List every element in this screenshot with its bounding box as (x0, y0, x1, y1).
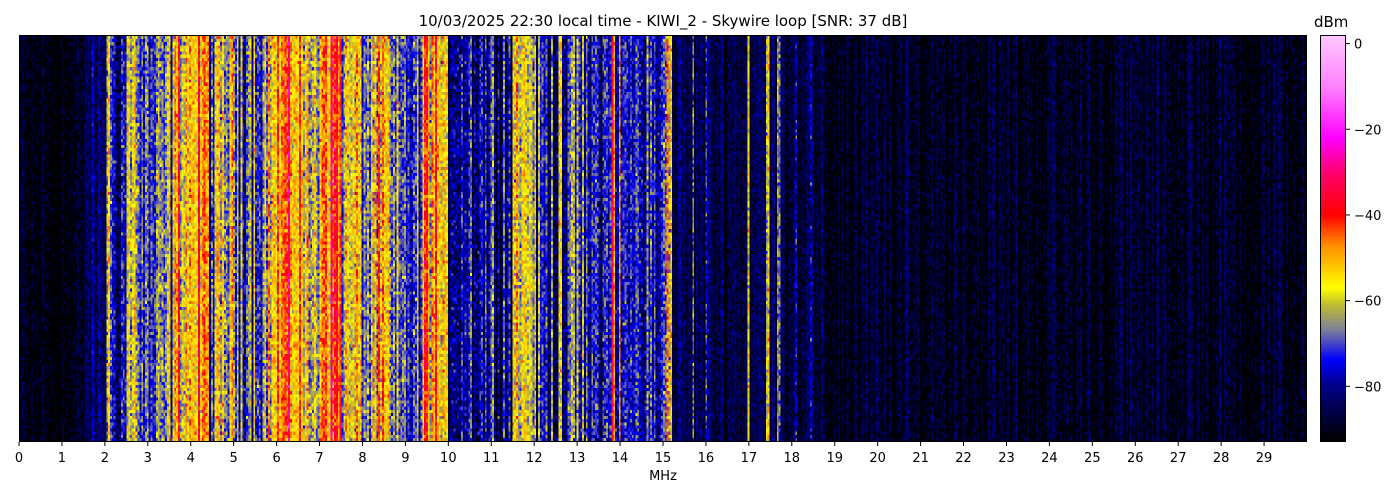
x-tick-label: 17 (741, 451, 758, 466)
x-tick-label: 1 (58, 451, 66, 466)
x-tick-label: 8 (358, 451, 366, 466)
x-tick-label: 10 (440, 451, 457, 466)
colorbar-tick-label: −80 (1354, 380, 1381, 395)
x-tick-label: 11 (483, 451, 500, 466)
colorbar-label: dBm (1314, 13, 1349, 31)
x-tick-label: 16 (698, 451, 715, 466)
x-tick-label: 15 (655, 451, 672, 466)
x-tick-label: 22 (955, 451, 972, 466)
x-tick-label: 3 (144, 451, 152, 466)
x-tick-label: 25 (1084, 451, 1101, 466)
x-tick-label: 9 (401, 451, 409, 466)
x-tick-label: 12 (526, 451, 543, 466)
x-axis-label: MHz (649, 469, 677, 484)
colorbar-tick-label: −60 (1354, 295, 1381, 310)
x-tick-label: 2 (101, 451, 109, 466)
x-tick-label: 5 (230, 451, 238, 466)
colorbar-tick-label: −20 (1354, 123, 1381, 138)
x-tick-label: 13 (569, 451, 586, 466)
waterfall-plot-area (19, 35, 1307, 442)
chart-title: 10/03/2025 22:30 local time - KIWI_2 - S… (418, 12, 908, 30)
x-tick-label: 26 (1127, 451, 1144, 466)
x-tick-label: 27 (1170, 451, 1187, 466)
waterfall-heatmap (20, 36, 1306, 441)
x-tick-label: 21 (912, 451, 929, 466)
x-tick-label: 6 (272, 451, 280, 466)
colorbar-tick-label: −40 (1354, 209, 1381, 224)
x-tick-label: 19 (826, 451, 843, 466)
x-tick-label: 23 (998, 451, 1015, 466)
x-tick-label: 14 (612, 451, 629, 466)
x-tick-label: 28 (1213, 451, 1230, 466)
colorbar (1320, 35, 1346, 442)
x-tick-label: 7 (315, 451, 323, 466)
x-tick-label: 18 (784, 451, 801, 466)
colorbar-tick-label: 0 (1354, 38, 1362, 53)
x-tick-label: 0 (15, 451, 23, 466)
x-tick-label: 29 (1256, 451, 1273, 466)
x-tick-label: 4 (187, 451, 195, 466)
x-tick-label: 20 (869, 451, 886, 466)
x-tick-label: 24 (1041, 451, 1058, 466)
